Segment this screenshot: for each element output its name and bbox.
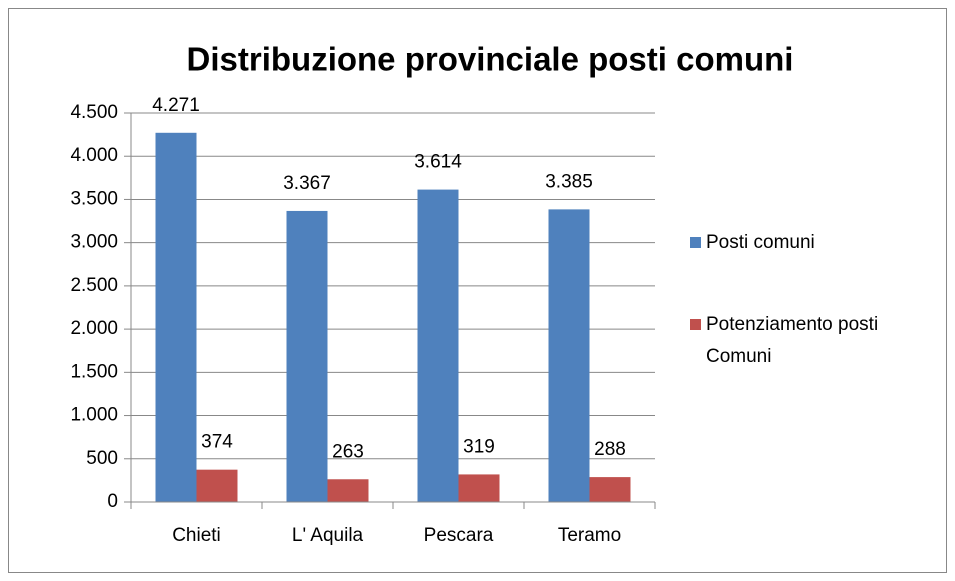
y-tick-label: 500	[86, 448, 118, 469]
y-tick-label: 1.500	[70, 361, 118, 382]
y-tick-label: 0	[107, 491, 118, 512]
bar	[548, 209, 590, 502]
x-tick-label: Teramo	[558, 525, 621, 546]
legend-label: Potenziamento posti Comuni	[706, 314, 879, 367]
bar	[589, 477, 631, 502]
data-label: 3.385	[545, 171, 593, 192]
y-tick-label: 4.500	[70, 102, 118, 123]
y-tick-label: 3.000	[70, 232, 118, 253]
bar	[196, 469, 238, 502]
x-tick-label: Pescara	[424, 525, 494, 546]
bar	[417, 189, 459, 502]
y-tick-label: 2.500	[70, 275, 118, 296]
x-tick-label: Chieti	[172, 525, 221, 546]
y-tick-label: 1.000	[70, 405, 118, 426]
chart-title: Distribuzione provinciale posti comuni	[187, 41, 794, 78]
data-label: 4.271	[152, 95, 200, 116]
data-label: 319	[463, 436, 495, 457]
data-label: 3.614	[414, 152, 462, 173]
data-label: 288	[594, 439, 626, 460]
legend-swatch	[690, 237, 701, 248]
bar	[327, 479, 369, 502]
bar	[286, 210, 328, 502]
data-label: 374	[201, 432, 233, 453]
legend-swatch	[690, 319, 701, 330]
bar	[155, 132, 197, 502]
legend-item: Potenziamento posti Comuni	[690, 309, 930, 373]
legend-label: Posti comuni	[706, 232, 815, 253]
data-label: 3.367	[283, 173, 331, 194]
y-tick-label: 3.500	[70, 188, 118, 209]
bar	[458, 474, 500, 502]
data-label: 263	[332, 441, 364, 462]
y-tick-label: 2.000	[70, 318, 118, 339]
y-tick-label: 4.000	[70, 145, 118, 166]
legend-item: Posti comuni	[690, 227, 930, 259]
x-tick-label: L' Aquila	[292, 525, 364, 546]
